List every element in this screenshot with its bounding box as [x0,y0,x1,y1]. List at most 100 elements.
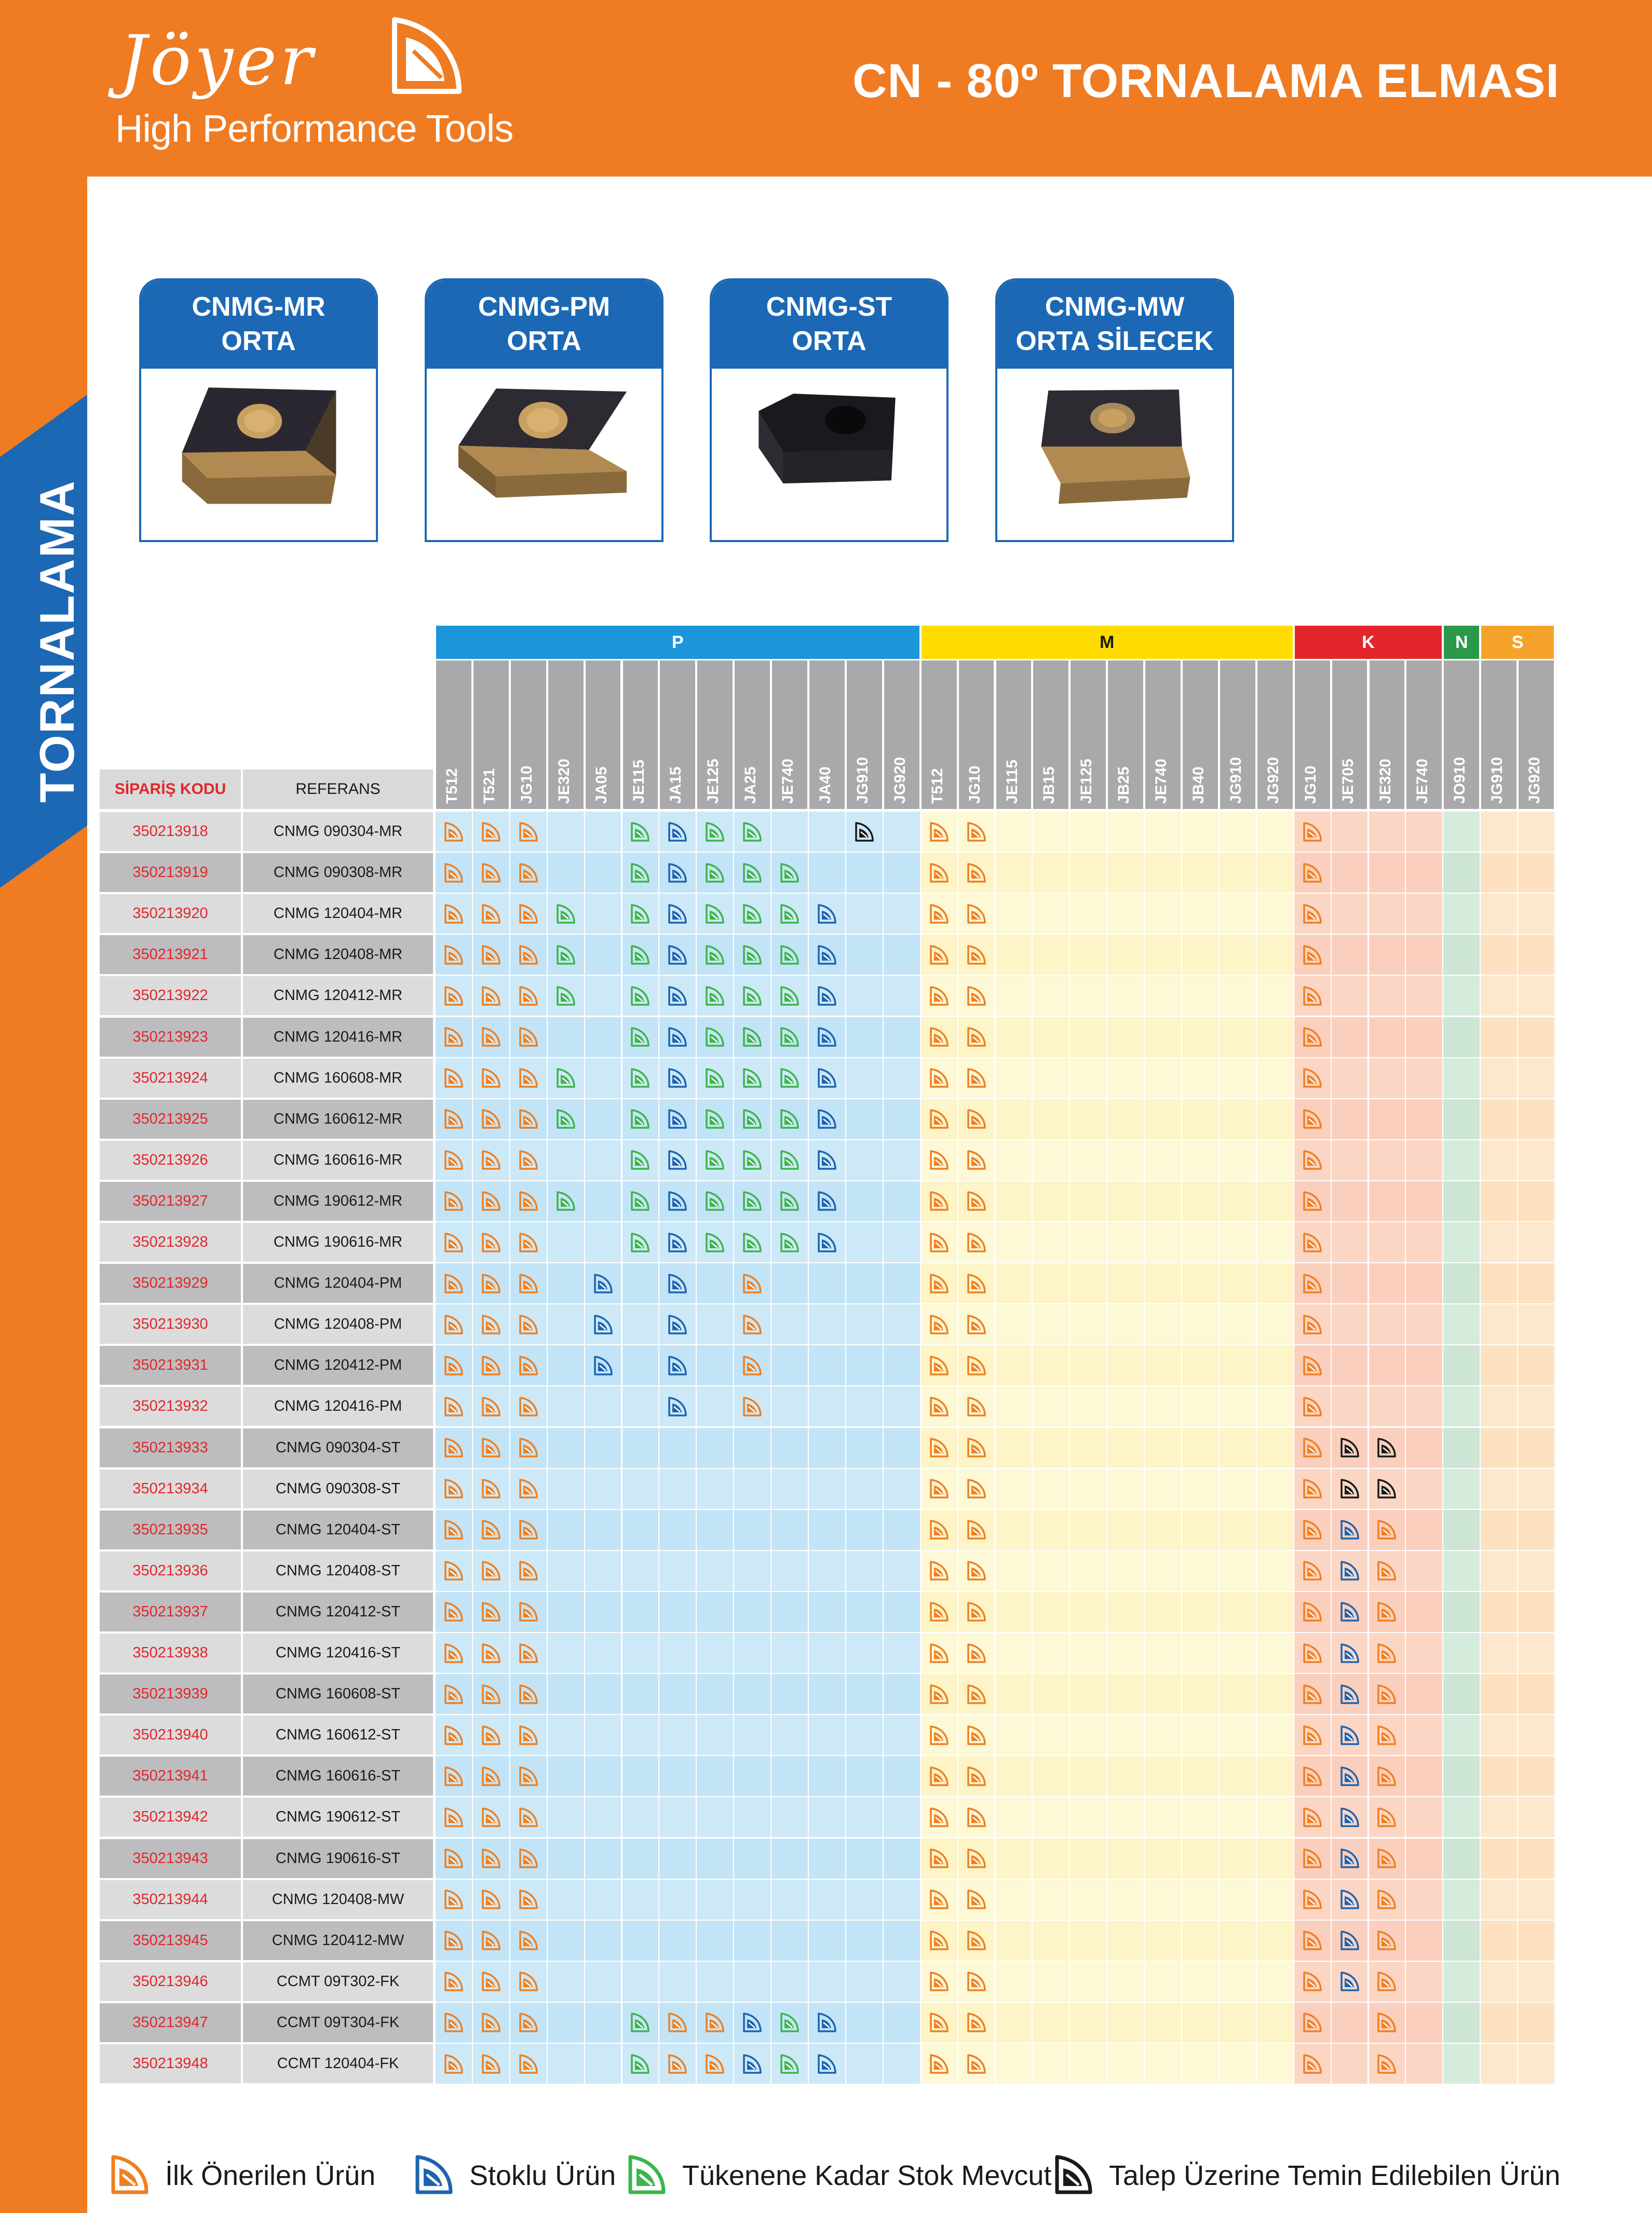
grade-cell [1481,1920,1518,1961]
grade-cell [1182,1550,1218,1591]
reference-cell: CNMG 190612-ST [243,1798,433,1837]
grade-cell [697,1017,734,1057]
grade-cell [436,1674,472,1715]
insert-orange-icon [444,2054,463,2074]
grade-cell [734,812,771,852]
grade-cell [1070,1058,1107,1098]
grade-cell [995,1920,1032,1961]
grade-header-cell [1033,660,1069,809]
insert-orange-icon [444,1931,463,1950]
grade-cell [1443,894,1480,934]
grade-cell [1145,1304,1181,1345]
grade-cell [1107,1345,1144,1386]
insert-orange-icon [519,2054,538,2074]
insert-orange-icon [929,1314,949,1334]
grade-cell [846,1058,883,1098]
grade-cell [585,1838,621,1879]
grade-cell [1369,1920,1405,1961]
order-code-cell: 350213944 [100,1880,241,1919]
grade-cell [547,935,584,975]
grade-label: JG10 [518,765,535,804]
grade-cell [659,1715,696,1756]
grade-cell [958,1715,995,1756]
grade-cell [734,1591,771,1632]
grade-cell [1107,1797,1144,1838]
order-code-cell: 350213940 [100,1716,241,1755]
grade-cell [585,1099,621,1139]
grade-cell [1219,1058,1256,1098]
grade-cell [1107,1304,1144,1345]
grade-cell [1145,1427,1181,1468]
insert-orange-icon [519,903,538,924]
grade-cell [697,1838,734,1879]
insert-orange-icon [929,1438,949,1458]
grade-cell [920,812,957,852]
grade-cell [846,1099,883,1139]
grade-cell [1033,1797,1069,1838]
grade-cell [1219,2044,1256,2084]
grade-cell [1331,1058,1368,1098]
grade-cell [1294,2002,1331,2043]
grade-cell [585,1633,621,1674]
grade-cell [697,2044,734,2084]
grade-cell [1219,1468,1256,1509]
grade-cell [1331,1879,1368,1920]
insert-blue-icon [668,1068,687,1088]
grade-header-cell [1444,660,1480,809]
grade-cell [1219,1674,1256,1715]
insert-orange-icon [1303,903,1322,924]
grade-cell [472,1674,509,1715]
grade-cell [1182,2002,1218,2043]
grade-cell [472,1756,509,1797]
grade-cell [1219,1017,1256,1057]
insert-orange-icon [444,1191,463,1211]
insert-orange-icon [482,1643,500,1663]
insert-blue-icon [818,1232,836,1252]
grade-cell [1481,1017,1518,1057]
grade-cell [1107,1386,1144,1427]
grade-cell [547,1099,584,1139]
insert-green-icon [780,1150,799,1170]
grade-cell [585,1386,621,1427]
insert-blue-icon [743,2054,762,2074]
grade-cell [1070,1181,1107,1221]
grade-cell [1033,1591,1069,1632]
grade-cell [809,1468,845,1509]
grade-label: T521 [480,768,498,804]
grade-cell [771,1591,808,1632]
grade-label: JG920 [891,757,909,804]
grade-cell [1481,1715,1518,1756]
grade-cell [436,1181,472,1221]
grade-cell [697,1386,734,1427]
grade-cell [1256,1222,1293,1263]
insert-orange-icon [929,1027,949,1047]
insert-orange-icon [1303,1766,1322,1786]
grade-cell [734,1263,771,1304]
grade-cell [1331,2044,1368,2084]
insert-orange-icon [519,1520,538,1540]
insert-green-icon [780,945,799,965]
reference-cell: CNMG 160608-ST [243,1675,433,1714]
grade-label: JE320 [1376,759,1394,804]
grade-cell [846,1427,883,1468]
order-code-cell: 350213935 [100,1510,241,1549]
column-header-reference: REFERANS [243,770,433,809]
grade-cell [510,1181,547,1221]
page-title: CN - 80º TORNALAMA ELMASI [852,55,1560,107]
reference-cell: CNMG 120404-ST [243,1510,433,1549]
grade-cell [1443,1920,1480,1961]
grade-cell [1481,1509,1518,1550]
insert-orange-icon [482,1890,500,1909]
grade-cell [1294,1181,1331,1221]
insert-green-icon [706,1191,724,1211]
grade-cell [1070,1838,1107,1879]
grade-cell [1033,1879,1069,1920]
grade-cell [846,1674,883,1715]
insert-green-icon [706,1068,724,1088]
grade-cell [1219,1263,1256,1304]
grade-cell [1033,1222,1069,1263]
grade-cell [846,1017,883,1057]
grade-cell [1481,1222,1518,1263]
grade-cell [1107,1838,1144,1879]
grade-cell [436,1263,472,1304]
